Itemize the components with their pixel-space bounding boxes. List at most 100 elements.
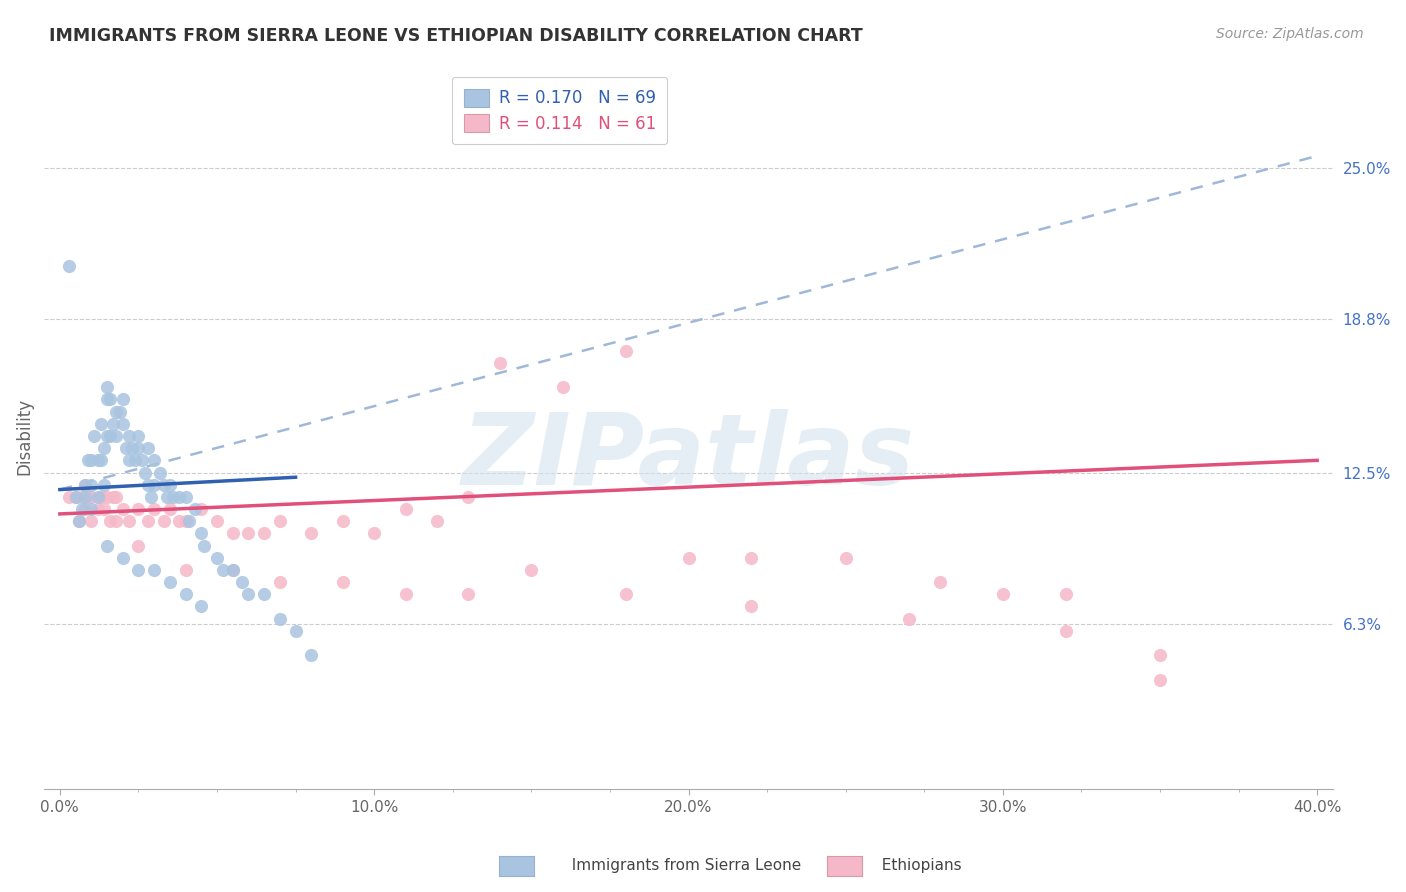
Point <box>174 587 197 601</box>
Point <box>152 477 174 491</box>
Point <box>269 514 291 528</box>
Point <box>96 392 118 407</box>
Point <box>174 563 197 577</box>
Point <box>127 563 149 577</box>
Point <box>1054 624 1077 638</box>
Legend: R = 0.170   N = 69, R = 0.114   N = 61: R = 0.170 N = 69, R = 0.114 N = 61 <box>451 77 668 145</box>
Point <box>115 441 138 455</box>
Point <box>190 502 212 516</box>
Point <box>80 490 103 504</box>
Y-axis label: Disability: Disability <box>15 398 32 475</box>
Point <box>177 514 200 528</box>
Point <box>111 417 134 431</box>
Point <box>394 587 416 601</box>
Point <box>238 587 260 601</box>
Point <box>86 453 108 467</box>
Point <box>190 526 212 541</box>
Point <box>253 526 276 541</box>
Point <box>193 539 215 553</box>
Point <box>98 392 121 407</box>
Point <box>93 502 115 516</box>
Point <box>118 429 141 443</box>
Point <box>136 441 159 455</box>
Point <box>299 526 322 541</box>
Point <box>111 502 134 516</box>
Point <box>77 490 100 504</box>
Point <box>991 587 1014 601</box>
Point <box>131 453 153 467</box>
Point <box>83 429 105 443</box>
Point <box>174 490 197 504</box>
Point <box>118 453 141 467</box>
Point <box>70 490 93 504</box>
Point <box>457 490 479 504</box>
Text: Ethiopians: Ethiopians <box>872 858 962 872</box>
Point <box>457 587 479 601</box>
Point <box>127 539 149 553</box>
Point <box>93 441 115 455</box>
Point <box>67 514 90 528</box>
Point <box>73 490 96 504</box>
Point <box>897 612 920 626</box>
Point <box>1149 648 1171 663</box>
Point <box>65 490 87 504</box>
Point <box>489 356 512 370</box>
Point <box>93 477 115 491</box>
Text: Immigrants from Sierra Leone: Immigrants from Sierra Leone <box>562 858 801 872</box>
Point <box>111 550 134 565</box>
Point <box>190 599 212 614</box>
Point <box>105 404 128 418</box>
Point <box>65 490 87 504</box>
Point <box>332 575 354 590</box>
Point <box>58 490 80 504</box>
Point <box>90 453 112 467</box>
Text: Source: ZipAtlas.com: Source: ZipAtlas.com <box>1216 27 1364 41</box>
Point <box>169 490 191 504</box>
Point <box>86 490 108 504</box>
Point <box>80 514 103 528</box>
Point <box>426 514 449 528</box>
Text: IMMIGRANTS FROM SIERRA LEONE VS ETHIOPIAN DISABILITY CORRELATION CHART: IMMIGRANTS FROM SIERRA LEONE VS ETHIOPIA… <box>49 27 863 45</box>
Point <box>332 514 354 528</box>
Point <box>73 502 96 516</box>
Point <box>363 526 385 541</box>
Text: ZIPatlas: ZIPatlas <box>463 409 915 506</box>
Point <box>184 502 207 516</box>
Point <box>614 587 637 601</box>
Point <box>678 550 700 565</box>
Point <box>73 477 96 491</box>
Point <box>118 514 141 528</box>
Point <box>205 514 228 528</box>
Point <box>70 502 93 516</box>
Point <box>136 514 159 528</box>
Point <box>105 514 128 528</box>
Point <box>212 563 235 577</box>
Point <box>108 404 131 418</box>
Point <box>67 514 90 528</box>
Point <box>299 648 322 663</box>
Point <box>162 490 184 504</box>
Point <box>98 514 121 528</box>
Point <box>740 550 762 565</box>
Point <box>80 502 103 516</box>
Point <box>159 502 181 516</box>
Point <box>174 514 197 528</box>
Point <box>134 466 156 480</box>
Point <box>284 624 307 638</box>
Point <box>614 343 637 358</box>
Point <box>222 526 245 541</box>
Point <box>143 502 166 516</box>
Point <box>169 514 191 528</box>
Point <box>253 587 276 601</box>
Point <box>834 550 856 565</box>
Point <box>740 599 762 614</box>
Point <box>222 563 245 577</box>
Point <box>159 575 181 590</box>
Point <box>77 453 100 467</box>
Point <box>73 477 96 491</box>
Point <box>149 466 172 480</box>
Point <box>105 429 128 443</box>
Point <box>1149 673 1171 687</box>
Point <box>98 429 121 443</box>
Point <box>121 441 143 455</box>
